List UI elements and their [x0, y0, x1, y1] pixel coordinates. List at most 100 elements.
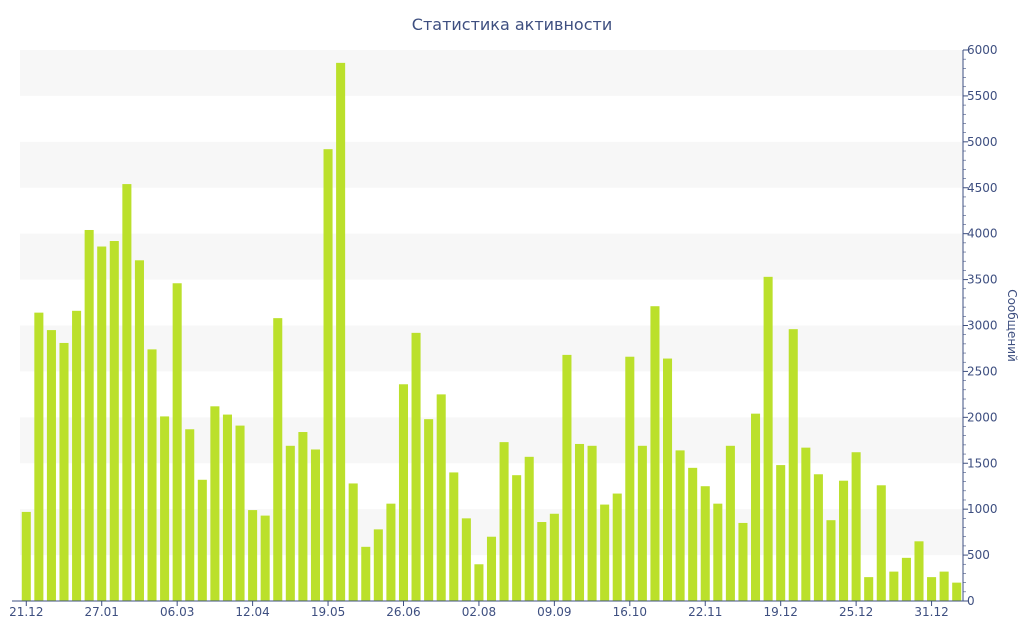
plot-band: [20, 141, 963, 188]
bar[interactable]: [474, 564, 484, 601]
bar[interactable]: [901, 557, 911, 601]
bar[interactable]: [461, 518, 471, 601]
y-tick-label: 1500: [967, 456, 998, 470]
bar[interactable]: [839, 480, 849, 601]
bar[interactable]: [310, 449, 320, 601]
bar[interactable]: [876, 485, 886, 601]
bar[interactable]: [185, 429, 195, 601]
bar[interactable]: [738, 522, 748, 601]
bar[interactable]: [864, 577, 874, 601]
bar[interactable]: [612, 493, 622, 601]
bar[interactable]: [499, 442, 509, 601]
bar[interactable]: [600, 504, 610, 601]
bar[interactable]: [72, 310, 82, 601]
bar[interactable]: [210, 406, 220, 601]
bar[interactable]: [21, 511, 31, 601]
bar[interactable]: [549, 513, 559, 601]
bar-series: [21, 62, 962, 602]
bar[interactable]: [713, 503, 723, 601]
x-tick-label: 25.12: [839, 605, 873, 619]
bar[interactable]: [323, 149, 333, 601]
bar[interactable]: [260, 515, 270, 601]
bar[interactable]: [59, 342, 69, 601]
y-tick-label: 2000: [967, 410, 998, 424]
bar[interactable]: [788, 329, 798, 601]
bar[interactable]: [927, 577, 937, 601]
y-tick-label: 0: [967, 594, 975, 608]
bar[interactable]: [84, 229, 94, 602]
bar[interactable]: [386, 503, 396, 601]
chart-title: Статистика активности: [411, 15, 613, 34]
bar[interactable]: [298, 432, 308, 601]
bar[interactable]: [776, 465, 786, 601]
bar[interactable]: [637, 445, 647, 601]
bar[interactable]: [449, 472, 459, 601]
plot-band: [20, 233, 963, 280]
bar[interactable]: [373, 529, 383, 601]
y-tick-label: 1000: [967, 502, 998, 516]
x-tick-label: 27.01: [85, 605, 119, 619]
bar[interactable]: [46, 330, 56, 601]
bar[interactable]: [725, 445, 735, 601]
bar[interactable]: [398, 384, 409, 601]
y-tick-label: 5000: [967, 135, 998, 149]
bar[interactable]: [248, 510, 258, 601]
bar[interactable]: [172, 283, 182, 601]
bar[interactable]: [97, 246, 107, 601]
x-tick-label: 26.06: [386, 605, 420, 619]
x-tick-label: 19.05: [311, 605, 345, 619]
bar[interactable]: [160, 416, 170, 601]
bar[interactable]: [625, 356, 635, 601]
y-tick-label: 6000: [967, 43, 998, 57]
x-tick-label: 22.11: [688, 605, 722, 619]
bar[interactable]: [122, 184, 132, 601]
bar[interactable]: [537, 522, 547, 601]
bar[interactable]: [134, 260, 144, 601]
bar[interactable]: [197, 479, 207, 601]
y-axis-title: Сообщений: [1005, 289, 1019, 362]
bar[interactable]: [348, 483, 358, 601]
bar[interactable]: [147, 349, 157, 601]
bar[interactable]: [361, 546, 371, 601]
bar[interactable]: [273, 318, 283, 601]
bar[interactable]: [34, 312, 44, 601]
bar[interactable]: [663, 358, 673, 601]
bar[interactable]: [235, 425, 245, 601]
x-tick-label: 12.04: [235, 605, 269, 619]
bar[interactable]: [826, 520, 836, 601]
bar[interactable]: [524, 456, 534, 601]
x-tick-label: 19.12: [764, 605, 798, 619]
bar[interactable]: [436, 394, 446, 602]
bar[interactable]: [801, 447, 811, 601]
bar[interactable]: [688, 467, 698, 601]
x-tick-label: 02.08: [462, 605, 496, 619]
bar[interactable]: [851, 452, 861, 601]
bar[interactable]: [763, 276, 773, 601]
bar[interactable]: [336, 62, 346, 602]
bar[interactable]: [914, 541, 924, 601]
y-tick-label: 500: [967, 548, 990, 562]
bar[interactable]: [222, 414, 232, 601]
bar[interactable]: [109, 241, 119, 601]
bar[interactable]: [675, 450, 685, 601]
bar[interactable]: [939, 571, 949, 601]
bar[interactable]: [587, 445, 597, 601]
bar[interactable]: [562, 354, 572, 601]
bar[interactable]: [889, 571, 899, 601]
y-tick-label: 4000: [967, 227, 998, 241]
bar[interactable]: [424, 419, 434, 601]
bar[interactable]: [813, 474, 823, 601]
bar[interactable]: [650, 306, 660, 601]
bar[interactable]: [411, 332, 421, 601]
bar[interactable]: [751, 413, 761, 601]
y-tick-label: 3000: [967, 319, 998, 333]
bar[interactable]: [285, 445, 295, 601]
bar[interactable]: [952, 582, 962, 601]
x-tick-label: 16.10: [613, 605, 647, 619]
bar[interactable]: [700, 486, 710, 601]
bar[interactable]: [486, 536, 497, 601]
bar[interactable]: [574, 443, 585, 601]
bar[interactable]: [512, 475, 522, 601]
x-tick-label: 21.12: [9, 605, 43, 619]
